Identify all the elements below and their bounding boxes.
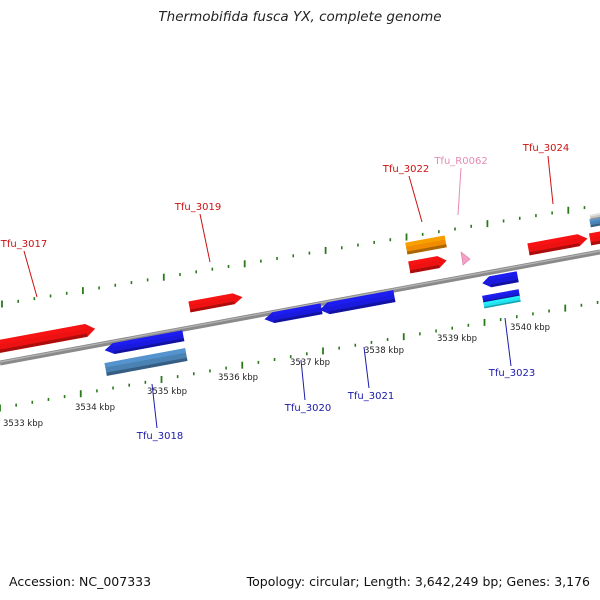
genome-summary-text: Topology: circular; Length: 3,642,249 bp… — [246, 574, 590, 589]
gene-label: Tfu_3022 — [382, 164, 429, 175]
gene-tfu-3023-a — [482, 271, 519, 288]
leader-tfu-3019 — [199, 213, 211, 263]
scale-label: 3533 kbp — [3, 419, 43, 429]
gene-label: Tfu_3017 — [0, 239, 47, 250]
scale-label: 3539 kbp — [437, 334, 477, 344]
map-title: Thermobifida fusca YX, complete genome — [158, 9, 442, 25]
scale-label: 3536 kbp — [218, 373, 258, 383]
gene-tfu-3019 — [188, 293, 243, 313]
leader-tfu-3017 — [23, 250, 38, 298]
gene-tfu-3022-orange — [405, 235, 447, 255]
leader-tfu-3020 — [300, 359, 306, 401]
gene-label: Tfu_3024 — [522, 143, 569, 154]
gene-label: Tfu_3021 — [347, 391, 394, 402]
leader-tfu-3024 — [547, 155, 554, 205]
leader-tfu-3021 — [363, 346, 370, 389]
gene-tfu-3021 — [319, 290, 396, 315]
accession-text: Accession: NC_007333 — [9, 574, 152, 589]
gene-labels: Tfu_3017 Tfu_3018 Tfu_3019 Tfu_3020 Tfu_3021… — [0, 143, 569, 442]
scale-labels: 3533 kbp 3534 kbp 3535 kbp 3536 kbp 3537 kbp… — [3, 323, 550, 429]
leader-tfu-r0062 — [457, 167, 462, 216]
gene-tfu-3017 — [0, 323, 96, 354]
genome-backbone-highlight — [0, 250, 600, 363]
gene-tfu-3023-b — [482, 289, 520, 303]
tick-marks — [0, 206, 599, 412]
gene-tfu-3020 — [264, 303, 323, 324]
rna-tfu-r0062 — [460, 251, 471, 266]
gene-tfu-3026-blue — [589, 216, 600, 228]
gene-label: Tfu_3020 — [284, 403, 331, 414]
scale-label: 3535 kbp — [147, 387, 187, 397]
gene-tfu-3018-a — [104, 330, 185, 355]
leader-tfu-3022 — [408, 175, 423, 223]
gene-label: Tfu_3018 — [136, 431, 183, 442]
gene-label: Tfu_3019 — [174, 202, 221, 213]
gene-tfu-3026-grey — [589, 212, 600, 220]
gene-tfu-3018-b — [104, 348, 188, 376]
gene-tfu-3023-c — [483, 295, 521, 309]
scale-label: 3537 kbp — [290, 358, 330, 368]
gene-tfu-3024 — [527, 234, 588, 256]
scale-label: 3540 kbp — [510, 323, 550, 333]
leader-tfu-3018 — [151, 383, 158, 429]
gene-label: Tfu_3023 — [488, 368, 535, 379]
gene-label: Tfu_R0062 — [433, 156, 487, 167]
scale-label: 3538 kbp — [364, 346, 404, 356]
gene-tfu-3025 — [589, 230, 600, 246]
leader-tfu-3023 — [504, 317, 512, 367]
gene-tfu-3022 — [408, 256, 447, 274]
scale-label: 3534 kbp — [75, 403, 115, 413]
gene-features — [0, 212, 600, 376]
label-leader-lines — [23, 155, 554, 429]
